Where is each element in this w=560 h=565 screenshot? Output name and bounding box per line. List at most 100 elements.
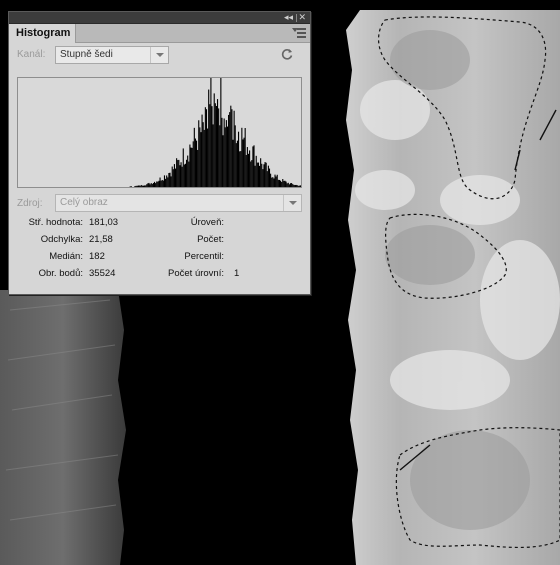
- histogram-bar: [263, 164, 265, 187]
- source-select-value: Celý obraz: [60, 197, 108, 208]
- stddev-value: 21,58: [89, 234, 113, 245]
- histogram-bar: [158, 180, 160, 187]
- histogram-bar: [237, 131, 240, 187]
- stddev-label: Odchylka:: [40, 234, 83, 245]
- histogram-bar: [201, 114, 203, 187]
- histogram-bar: [180, 162, 182, 187]
- histogram-bar: [140, 184, 142, 187]
- histogram-bar: [136, 185, 138, 187]
- histogram-bar: [197, 149, 199, 187]
- histogram-bar: [169, 172, 171, 187]
- histogram-bar: [183, 164, 185, 187]
- mean-value: 181,03: [89, 217, 119, 228]
- cache-level-value: 1: [234, 268, 240, 279]
- histogram-bar: [285, 181, 287, 187]
- histogram-bar: [241, 127, 243, 187]
- histogram-bar: [182, 148, 184, 187]
- histogram-bar: [194, 138, 196, 187]
- histogram-bar: [153, 181, 156, 187]
- stat-row: Medián: 182 Percentil:: [9, 249, 310, 266]
- histogram-bar: [205, 109, 208, 187]
- histogram-bar: [159, 177, 161, 187]
- histogram-bar: [240, 151, 242, 187]
- histogram-bar: [221, 117, 223, 187]
- histogram-bar: [135, 185, 137, 187]
- histogram-bar: [266, 171, 268, 187]
- histogram-bar: [277, 179, 279, 187]
- histogram-bar: [273, 178, 275, 187]
- histogram-bar: [195, 140, 198, 187]
- histogram-bar: [293, 184, 295, 187]
- panel-tab-row: Histogram: [9, 24, 310, 43]
- histogram-bar: [271, 177, 273, 187]
- histogram-bar: [145, 185, 147, 187]
- title-separator: [296, 14, 297, 22]
- histogram-bar: [189, 144, 191, 187]
- histogram-bar: [212, 124, 214, 187]
- collapse-panel-icon[interactable]: ◂◂: [283, 13, 293, 23]
- histogram-bar: [177, 160, 179, 187]
- histogram-bar: [211, 106, 213, 187]
- close-panel-icon[interactable]: ✕: [298, 13, 306, 23]
- histogram-bar: [215, 105, 217, 187]
- tab-histogram[interactable]: Histogram: [9, 24, 76, 43]
- histogram-bar: [141, 185, 143, 187]
- histogram-bar: [262, 169, 264, 187]
- histogram-bar: [156, 181, 158, 187]
- source-row: Zdroj: Celý obraz: [9, 194, 310, 214]
- histogram-bar: [152, 182, 154, 187]
- histogram-bar: [272, 177, 274, 187]
- histogram-bar: [168, 173, 170, 187]
- channel-label: Kanál:: [17, 49, 46, 60]
- channel-select[interactable]: Stupně šedi: [55, 46, 169, 64]
- histogram-bar: [250, 161, 252, 187]
- histogram-bar: [144, 185, 146, 187]
- histogram-bar: [243, 137, 245, 187]
- histogram-bar: [176, 158, 178, 187]
- histogram-bar: [170, 176, 172, 187]
- histogram-bar: [138, 185, 140, 187]
- histogram-bar: [236, 140, 238, 187]
- panel-title-bar[interactable]: ◂◂ ✕: [9, 12, 310, 24]
- source-select[interactable]: Celý obraz: [55, 194, 302, 212]
- histogram-bar: [157, 181, 159, 187]
- histogram-bar: [234, 125, 236, 187]
- stat-row: Stř. hodnota: 181,03 Úroveň:: [9, 215, 310, 232]
- count-label: Počet:: [197, 234, 224, 245]
- histogram-bar: [258, 165, 261, 187]
- histogram-bar: [202, 122, 204, 187]
- histogram-bar: [165, 178, 167, 187]
- chevron-down-icon[interactable]: [150, 47, 168, 63]
- histogram-bar: [255, 155, 257, 187]
- histogram-bar: [261, 163, 263, 187]
- histogram-bar: [146, 184, 148, 187]
- histogram-bar: [150, 183, 152, 187]
- histogram-bar: [291, 183, 293, 187]
- channel-select-value: Stupně šedi: [60, 49, 113, 60]
- mean-label: Stř. hodnota:: [28, 217, 83, 228]
- histogram-bar: [155, 183, 157, 187]
- histogram-bar: [160, 180, 162, 187]
- histogram-bar: [224, 127, 226, 187]
- refresh-icon[interactable]: [280, 47, 294, 61]
- pixels-label: Obr. bodů:: [38, 268, 83, 279]
- histogram-bar: [282, 179, 284, 187]
- histogram-bar: [292, 184, 294, 187]
- histogram-bar: [200, 132, 202, 187]
- histogram-bar: [174, 168, 177, 187]
- histogram-bar: [276, 174, 278, 187]
- histogram-bar: [281, 181, 283, 187]
- histogram-bar: [289, 183, 292, 187]
- chevron-down-icon[interactable]: [283, 195, 301, 211]
- cache-level-label: Počet úrovní:: [168, 268, 224, 279]
- histogram-bar: [130, 186, 132, 187]
- histogram-bar: [233, 110, 235, 187]
- histogram-bar: [209, 104, 211, 187]
- panel-menu-icon[interactable]: [292, 28, 306, 38]
- histogram-bar: [283, 180, 285, 187]
- level-label: Úroveň:: [190, 217, 224, 228]
- histogram-bar: [208, 89, 210, 187]
- statistics-table: Stř. hodnota: 181,03 Úroveň: Odchylka: 2…: [9, 215, 310, 283]
- histogram-bar: [173, 164, 175, 187]
- histogram-bar: [245, 154, 247, 187]
